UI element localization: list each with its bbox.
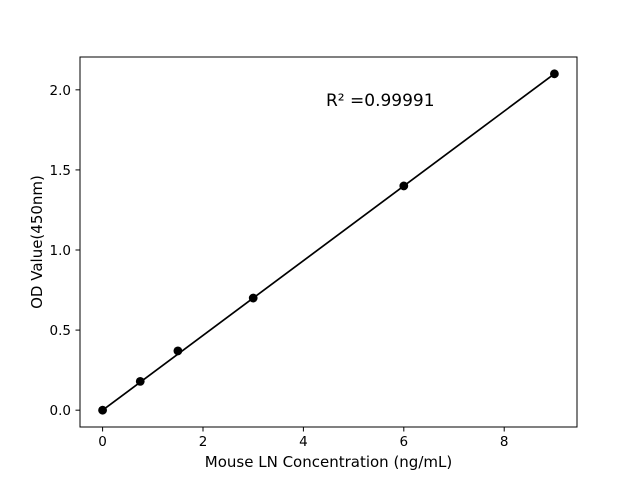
- y-tick-label: 1.5: [50, 163, 71, 179]
- y-tick-label: 0.5: [50, 323, 71, 339]
- r-squared-annotation: R² =0.99991: [326, 91, 435, 111]
- data-point-marker: [98, 405, 107, 415]
- data-point-marker: [248, 293, 258, 303]
- x-tick-label: 8: [500, 434, 509, 450]
- y-tick-label: 2.0: [50, 83, 71, 99]
- y-tick-label: 0.0: [50, 403, 71, 419]
- x-tick-label: 0: [98, 434, 107, 450]
- y-axis-label: OD Value(450nm): [28, 175, 46, 309]
- data-point-marker: [399, 181, 409, 191]
- x-tick-label: 4: [299, 434, 308, 450]
- y-tick-label: 1.0: [50, 243, 71, 259]
- x-tick-label: 6: [400, 434, 409, 450]
- data-point-marker: [550, 69, 559, 79]
- plot-area: 0 2 4 6 8 0.0 0.5 1.0 1.5 2.0: [50, 56, 578, 450]
- plot-frame: [79, 56, 578, 428]
- x-tick-label: 2: [199, 434, 208, 450]
- x-axis-label: Mouse LN Concentration (ng/mL): [205, 453, 452, 471]
- fit-line: [102, 73, 555, 411]
- data-point-marker: [135, 376, 145, 386]
- data-point-marker: [173, 346, 183, 356]
